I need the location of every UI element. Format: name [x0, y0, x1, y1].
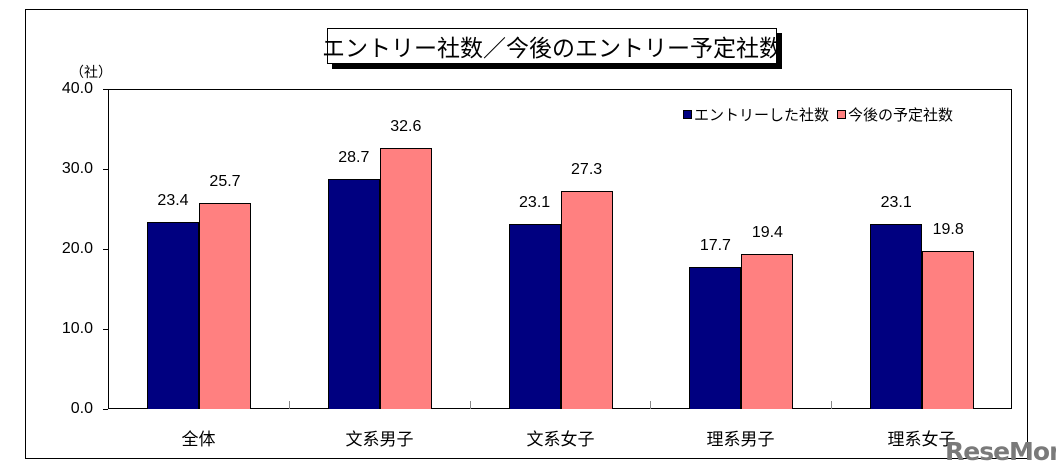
bar-planned: [379, 148, 432, 409]
data-label: 23.1: [880, 194, 912, 212]
x-tick: [831, 401, 832, 409]
x-label: 全体: [181, 430, 216, 450]
data-label: 27.3: [571, 160, 603, 178]
data-label: 23.4: [157, 191, 189, 209]
y-tick-label: 30.0: [61, 160, 93, 177]
legend-swatch-navy: [683, 110, 692, 119]
bar-planned: [741, 253, 794, 409]
y-tick: [103, 329, 108, 330]
legend-label: エントリーした社数: [694, 106, 830, 124]
bar-entered: [689, 267, 742, 409]
y-tick: [103, 249, 108, 250]
bar-entered: [870, 224, 923, 409]
x-label: 文系女子: [526, 430, 595, 450]
data-label: 28.7: [338, 149, 370, 167]
y-tick-label: 20.0: [61, 240, 93, 257]
chart-frame: [25, 9, 1028, 459]
bar-entered: [327, 179, 380, 409]
chart-title-text: エントリー社数／今後のエントリー予定社数: [322, 36, 782, 62]
watermark-logo: ReseMom: [945, 437, 1056, 466]
x-tick: [470, 401, 471, 409]
x-label: 理系女子: [887, 430, 956, 450]
y-tick-label: 10.0: [61, 320, 93, 337]
data-label: 32.6: [390, 118, 422, 136]
y-tick: [103, 409, 108, 410]
bar-planned: [922, 250, 975, 409]
y-tick-label: 0.0: [70, 400, 93, 417]
data-label: 23.1: [519, 194, 551, 212]
bar-planned: [560, 190, 613, 409]
x-tick: [289, 401, 290, 409]
y-axis-unit: （社）: [70, 65, 112, 81]
legend: エントリーした社数 今後の予定社数: [683, 104, 961, 125]
x-tick: [650, 401, 651, 409]
legend-item-planned: 今後の予定社数: [837, 104, 953, 125]
x-label: 理系男子: [706, 430, 775, 450]
legend-swatch-pink: [837, 110, 847, 119]
x-label: 文系男子: [345, 430, 414, 450]
bar-entered: [508, 224, 561, 409]
y-tick-label: 40.0: [61, 80, 93, 97]
legend-item-entered: エントリーした社数: [683, 104, 829, 125]
bar-planned: [199, 203, 251, 409]
data-label: 19.4: [751, 223, 783, 241]
y-tick: [103, 89, 108, 90]
chart-title: エントリー社数／今後のエントリー予定社数: [322, 28, 782, 64]
data-label: 19.8: [932, 220, 964, 238]
bar-entered: [147, 221, 199, 409]
data-label: 25.7: [209, 173, 241, 191]
y-tick: [103, 169, 108, 170]
data-label: 17.7: [699, 237, 731, 255]
legend-label: 今後の予定社数: [848, 106, 954, 124]
